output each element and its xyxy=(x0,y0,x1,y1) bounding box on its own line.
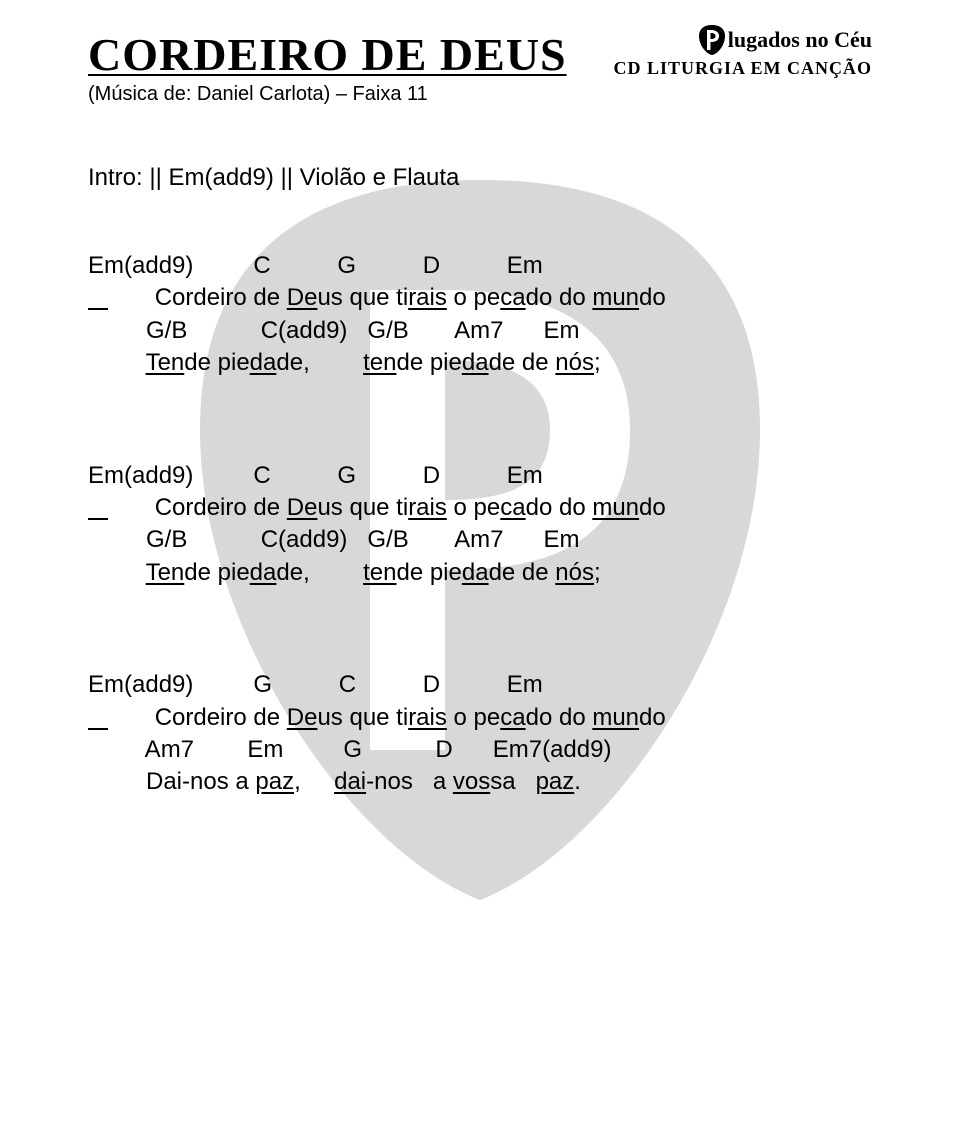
verse-3: Em(add9) G C D Em Cordeiro de Deus que t… xyxy=(88,669,872,799)
t: de pie xyxy=(396,559,461,586)
t: ; xyxy=(594,349,601,376)
song-title: CORDEIRO DE DEUS xyxy=(88,28,567,81)
lyric-row: Cordeiro de Deus que tirais o peca do do … xyxy=(88,282,872,314)
chord-row: G/B C(add9) G/B Am7 Em xyxy=(126,315,872,347)
t: de, xyxy=(276,559,363,586)
t: de de xyxy=(489,349,556,376)
verse-2: Em(add9) C G D Em Cordeiro de Deus que t… xyxy=(88,460,872,590)
t: do xyxy=(639,494,666,521)
t: de, xyxy=(276,349,363,376)
t: dai xyxy=(334,768,366,795)
t: da xyxy=(462,349,489,376)
t: do do xyxy=(526,704,593,731)
t xyxy=(126,349,146,376)
t: ca xyxy=(500,704,525,731)
lyric-row: Cordeiro de Deus que tirais o peca do do … xyxy=(88,492,872,524)
lyric-row: Dai-nos a paz, dai-nos a vossa paz. xyxy=(126,766,872,798)
t: mun xyxy=(592,284,639,311)
t: De xyxy=(287,494,318,521)
t: Ten xyxy=(146,559,185,586)
brand-logo: lugados no Céu CD LITURGIA EM CANÇÃO xyxy=(613,24,872,79)
t: do do xyxy=(526,494,593,521)
chord-row: Em(add9) G C D Em xyxy=(88,669,872,701)
t: da xyxy=(250,349,277,376)
chord-row: Em(add9) C G D Em xyxy=(88,250,872,282)
t: rais xyxy=(408,704,447,731)
t: -nos a xyxy=(366,768,453,795)
t xyxy=(126,559,146,586)
t: o pe xyxy=(447,284,500,311)
t: do do xyxy=(526,284,593,311)
t: de pie xyxy=(396,349,461,376)
t: us que ti xyxy=(317,494,408,521)
t: Ten xyxy=(146,349,185,376)
brand-top-text: lugados no Céu xyxy=(728,27,872,53)
t: mun xyxy=(592,704,639,731)
t: ; xyxy=(594,559,601,586)
lyric-row: Cordeiro de Deus que tirais o peca do do … xyxy=(88,702,872,734)
t: , xyxy=(294,768,334,795)
chord-row: Am7 Em G D Em7(add9) xyxy=(126,734,872,766)
t: ten xyxy=(363,559,396,586)
t: us que ti xyxy=(317,704,408,731)
t: De xyxy=(287,284,318,311)
t: de de xyxy=(489,559,556,586)
t: us que ti xyxy=(317,284,408,311)
t: . xyxy=(574,768,581,795)
t: nós xyxy=(555,559,594,586)
intro-line: Intro: || Em(add9) || Violão e Flauta xyxy=(88,164,872,192)
t: o pe xyxy=(447,494,500,521)
t: nós xyxy=(555,349,594,376)
lyric-row: Tende piedade, tende piedade de nós; xyxy=(126,347,872,379)
t: de pie xyxy=(184,559,249,586)
t: da xyxy=(462,559,489,586)
t: De xyxy=(287,704,318,731)
t: mun xyxy=(592,494,639,521)
song-subtitle: (Música de: Daniel Carlota) – Faixa 11 xyxy=(88,83,567,106)
t: da xyxy=(250,559,277,586)
brand-sub: CD LITURGIA EM CANÇÃO xyxy=(613,58,872,79)
t: paz xyxy=(536,768,575,795)
pick-icon xyxy=(698,24,726,56)
t: vos xyxy=(453,768,490,795)
t: rais xyxy=(408,284,447,311)
header-row: CORDEIRO DE DEUS (Música de: Daniel Carl… xyxy=(88,28,872,106)
t: sa xyxy=(490,768,535,795)
chord-row: Em(add9) C G D Em xyxy=(88,460,872,492)
t: Cordeiro de xyxy=(108,704,287,731)
t: ca xyxy=(500,494,525,521)
t: Cordeiro de xyxy=(108,284,287,311)
verse-1: Em(add9) C G D Em Cordeiro de Deus que t… xyxy=(88,250,872,380)
t: ca xyxy=(500,284,525,311)
t: do xyxy=(639,704,666,731)
t: Dai-nos a xyxy=(126,768,255,795)
lyric-row: Tende piedade, tende piedade de nós; xyxy=(126,557,872,589)
t: de pie xyxy=(184,349,249,376)
t: o pe xyxy=(447,704,500,731)
t: rais xyxy=(408,494,447,521)
t: do xyxy=(639,284,666,311)
t: paz xyxy=(255,768,294,795)
brand-top: lugados no Céu xyxy=(613,24,872,56)
t: ten xyxy=(363,349,396,376)
chord-row: G/B C(add9) G/B Am7 Em xyxy=(126,524,872,556)
t: Cordeiro de xyxy=(108,494,287,521)
title-block: CORDEIRO DE DEUS (Música de: Daniel Carl… xyxy=(88,28,567,106)
